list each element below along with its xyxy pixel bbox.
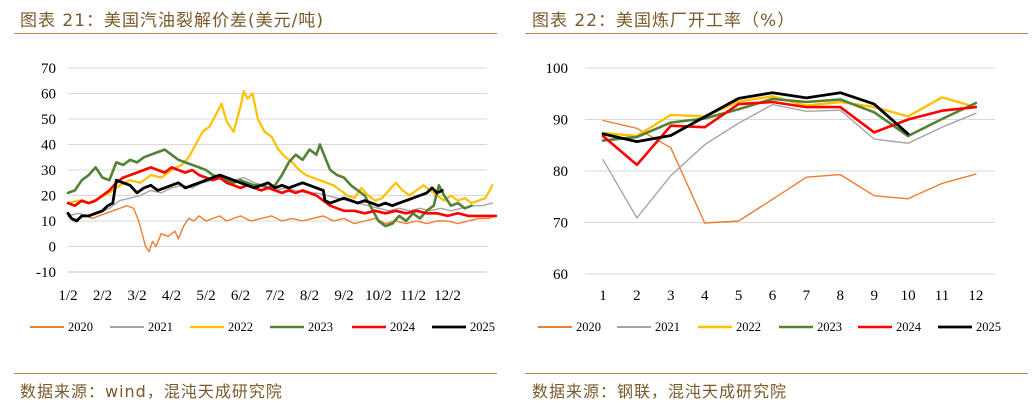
source-divider-left	[14, 373, 497, 374]
left-legend-label-2025: 2025	[470, 320, 495, 334]
right-series-line-2021	[602, 103, 977, 219]
right-series-line-2025	[601, 91, 910, 143]
right-x-tick-label: 8	[837, 288, 845, 304]
right-x-tick-label: 9	[870, 288, 878, 304]
right-y-tick-label: 90	[553, 113, 568, 129]
left-legend-label-2022: 2022	[228, 320, 253, 334]
left-legend-label-2023: 2023	[308, 320, 333, 334]
title-divider-left	[14, 33, 497, 34]
right-x-tick-label: 6	[769, 288, 777, 304]
title-divider-right	[525, 33, 1028, 34]
left-y-tick-label: 60	[41, 87, 56, 103]
left-y-tick-label: 70	[41, 61, 56, 77]
right-y-tick-label: 100	[546, 61, 569, 77]
right-series-line-2023	[601, 97, 978, 142]
left-legend-label-2021: 2021	[148, 320, 173, 334]
left-x-tick-label: 1/2	[58, 288, 77, 304]
left-x-tick-label: 6/2	[231, 288, 250, 304]
left-x-tick-label: 5/2	[196, 288, 215, 304]
left-x-tick-label: 9/2	[334, 288, 353, 304]
left-x-tick-label: 10/2	[365, 288, 392, 304]
left-series-line-2023	[66, 143, 473, 228]
right-x-tick-label: 11	[935, 288, 949, 304]
left-y-tick-label: 0	[49, 240, 57, 256]
left-series-line-2024	[66, 166, 498, 218]
left-y-tick-label: 50	[41, 112, 56, 128]
right-legend-label-2025: 2025	[976, 320, 1001, 334]
left-x-tick-label: 12/2	[434, 288, 461, 304]
right-series-line-2024	[601, 100, 978, 167]
source-note-right: 数据来源：钢联，混沌天成研究院	[532, 382, 788, 401]
left-series-line-2025	[66, 173, 444, 223]
right-x-tick-label: 5	[735, 288, 743, 304]
right-x-tick-label: 3	[667, 288, 675, 304]
right-x-tick-label: 2	[633, 288, 641, 304]
left-legend-label-2024: 2024	[390, 320, 416, 334]
source-note-left: 数据来源：wind，混沌天成研究院	[20, 382, 283, 401]
left-x-tick-label: 2/2	[93, 288, 112, 304]
right-x-tick-label: 7	[803, 288, 811, 304]
left-series-line-2021	[67, 176, 494, 217]
right-y-tick-label: 70	[553, 216, 568, 232]
left-y-tick-label: -10	[36, 265, 56, 281]
right-legend-label-2021: 2021	[655, 320, 680, 334]
left-y-tick-label: 40	[41, 138, 56, 154]
left-x-tick-label: 7/2	[265, 288, 284, 304]
right-legend-label-2023: 2023	[817, 320, 842, 334]
right-x-tick-label: 1	[599, 288, 607, 304]
right-x-tick-label: 4	[701, 288, 709, 304]
right-legend-label-2022: 2022	[736, 320, 761, 334]
left-x-tick-label: 11/2	[400, 288, 426, 304]
right-legend-label-2024: 2024	[896, 320, 922, 334]
left-y-tick-label: 20	[41, 189, 56, 205]
right-y-tick-label: 80	[553, 164, 568, 180]
left-x-tick-label: 3/2	[127, 288, 146, 304]
source-divider-right	[525, 373, 1028, 374]
left-y-tick-label: 30	[41, 163, 56, 179]
left-series-line-2020	[67, 205, 497, 253]
right-series-line-2020	[602, 119, 977, 224]
left-x-tick-label: 4/2	[162, 288, 181, 304]
right-legend-label-2020: 2020	[576, 320, 601, 334]
left-x-tick-label: 8/2	[300, 288, 319, 304]
panel-title-refinery-utilization: 图表 22：美国炼厂开工率（%）	[532, 11, 796, 31]
panel-title-crack-spread: 图表 21：美国汽油裂解价差(美元/吨)	[20, 11, 325, 31]
right-x-tick-label: 10	[901, 288, 916, 304]
left-series-line-2022	[66, 89, 494, 205]
right-y-tick-label: 60	[553, 267, 568, 283]
right-x-tick-label: 12	[968, 288, 983, 304]
left-legend-label-2020: 2020	[68, 320, 93, 334]
left-y-tick-label: 10	[41, 214, 56, 230]
